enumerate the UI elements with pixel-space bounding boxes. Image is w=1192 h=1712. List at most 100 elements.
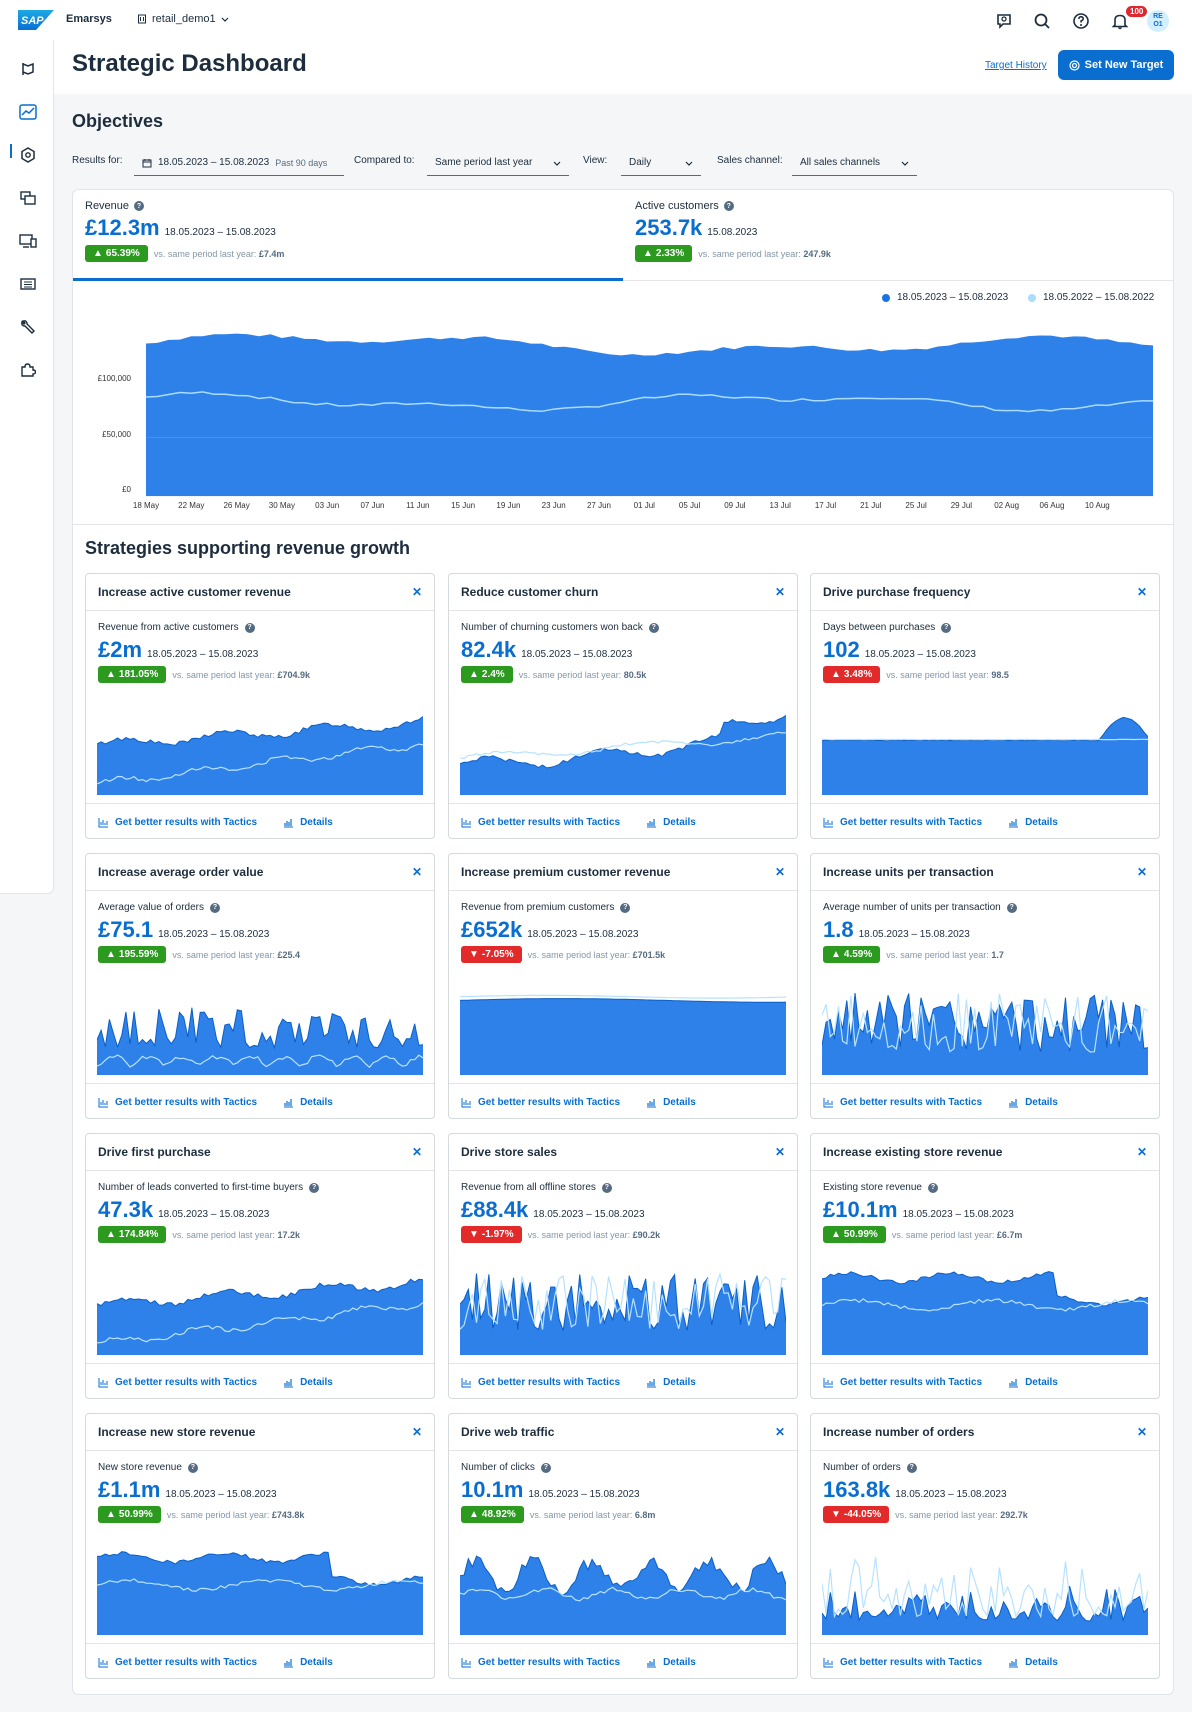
help-icon[interactable]: ?: [941, 622, 952, 633]
strategy-card-header: Increase new store revenue ✕: [86, 1414, 434, 1451]
details-link[interactable]: Details: [646, 1377, 696, 1388]
triangle-down-icon: ▼: [831, 1509, 841, 1520]
details-link[interactable]: Details: [283, 1377, 333, 1388]
details-link[interactable]: Details: [646, 817, 696, 828]
nav-puzzle-icon[interactable]: [17, 359, 39, 381]
nav-settings-gear-icon[interactable]: [17, 144, 39, 166]
details-link[interactable]: Details: [1008, 1377, 1058, 1388]
strategy-card-footer: Get better results with Tactics Details: [86, 1363, 434, 1398]
details-link[interactable]: Details: [646, 1657, 696, 1668]
tenant-selector[interactable]: retail_demo1: [137, 13, 229, 25]
help-icon[interactable]: ?: [1006, 902, 1017, 913]
tactics-link[interactable]: Get better results with Tactics: [823, 1657, 982, 1668]
sap-logo[interactable]: SAP: [18, 10, 54, 30]
x-tick-label: 18 May: [132, 501, 160, 510]
search-icon[interactable]: [1031, 10, 1053, 32]
details-link[interactable]: Details: [283, 1097, 333, 1108]
tactics-link[interactable]: Get better results with Tactics: [98, 817, 257, 828]
kpi-revenue-tab[interactable]: Revenue? £12.3m 18.05.2023 – 15.08.2023 ▲…: [85, 200, 284, 262]
tactics-link[interactable]: Get better results with Tactics: [823, 817, 982, 828]
nav-devices-icon[interactable]: [17, 230, 39, 252]
close-icon[interactable]: ✕: [774, 1425, 785, 1439]
close-icon[interactable]: ✕: [411, 1145, 422, 1159]
tactics-link[interactable]: Get better results with Tactics: [98, 1377, 257, 1388]
compare-label: vs. same period last year:: [529, 1509, 633, 1520]
close-icon[interactable]: ✕: [411, 865, 422, 879]
help-icon[interactable]: ?: [648, 622, 659, 633]
triangle-up-icon: ▲: [831, 1229, 841, 1240]
details-link[interactable]: Details: [1008, 1657, 1058, 1668]
tactics-link[interactable]: Get better results with Tactics: [98, 1097, 257, 1108]
tactics-chart-icon: [98, 1377, 108, 1387]
sales-channel-value: All sales channels: [800, 157, 881, 168]
details-chart-icon: [284, 1658, 294, 1667]
help-icon[interactable]: ?: [309, 1182, 320, 1193]
x-tick-label: 29 Jul: [950, 501, 973, 510]
user-avatar[interactable]: RE O1: [1147, 10, 1169, 32]
nav-list-icon[interactable]: [17, 273, 39, 295]
sparkline-current-area: [460, 715, 786, 795]
set-new-target-button[interactable]: Set New Target: [1058, 50, 1174, 80]
close-icon[interactable]: ✕: [1136, 1425, 1147, 1439]
details-link[interactable]: Details: [646, 1097, 696, 1108]
x-tick-label: 25 Jul: [905, 501, 927, 510]
tactics-link[interactable]: Get better results with Tactics: [823, 1097, 982, 1108]
details-label: Details: [1025, 816, 1058, 828]
sparkline-chart: [822, 716, 1148, 795]
tactics-link[interactable]: Get better results with Tactics: [823, 1377, 982, 1388]
date-range-value: 18.05.2023 – 15.08.2023: [158, 157, 270, 168]
close-icon[interactable]: ✕: [774, 1145, 785, 1159]
nav-wrench-icon[interactable]: [17, 316, 39, 338]
metric-value: 47.3k: [98, 1197, 154, 1222]
details-link[interactable]: Details: [283, 1657, 333, 1668]
close-icon[interactable]: ✕: [774, 585, 785, 599]
kpi-active-customers-tab[interactable]: Active customers? 253.7k 15.08.2023 ▲ 2.33…: [635, 200, 831, 262]
help-icon[interactable]: ?: [134, 201, 145, 211]
details-link[interactable]: Details: [283, 817, 333, 828]
sparkline-current-line: [822, 1586, 1148, 1622]
sparkline-chart: [822, 993, 1148, 1075]
tactics-link[interactable]: Get better results with Tactics: [461, 1657, 620, 1668]
close-icon[interactable]: ✕: [1136, 865, 1147, 879]
nav-messages-icon[interactable]: [17, 187, 39, 209]
x-tick-label: 30 May: [268, 501, 295, 510]
close-icon[interactable]: ✕: [1136, 585, 1147, 599]
close-icon[interactable]: ✕: [411, 585, 422, 599]
notification-count-badge: 100: [1126, 6, 1148, 17]
details-link[interactable]: Details: [1008, 1097, 1058, 1108]
help-icon[interactable]: ?: [244, 622, 255, 633]
tenant-name: retail_demo1: [152, 13, 216, 25]
help-icon[interactable]: ?: [540, 1462, 551, 1473]
sparkline-current-line: [460, 998, 786, 1003]
close-icon[interactable]: ✕: [774, 865, 785, 879]
help-icon[interactable]: ?: [601, 1182, 612, 1193]
help-icon[interactable]: [1070, 10, 1092, 32]
nav-analytics-icon[interactable]: [17, 101, 39, 123]
tactics-link[interactable]: Get better results with Tactics: [98, 1657, 257, 1668]
tactics-link[interactable]: Get better results with Tactics: [461, 1097, 620, 1108]
details-link[interactable]: Details: [1008, 817, 1058, 828]
details-chart-icon: [284, 1378, 294, 1387]
tactics-link[interactable]: Get better results with Tactics: [461, 1377, 620, 1388]
notifications-bell-icon[interactable]: [1109, 10, 1131, 32]
help-icon[interactable]: ?: [723, 201, 734, 211]
date-range-picker[interactable]: 18.05.2023 – 15.08.2023 Past 90 days: [134, 150, 344, 176]
view-select[interactable]: Daily: [621, 150, 701, 176]
change-value: 195.59%: [118, 949, 159, 960]
tactics-link[interactable]: Get better results with Tactics: [461, 817, 620, 828]
sales-channel-select[interactable]: All sales channels: [792, 150, 917, 176]
chevron-down-icon: [901, 161, 909, 166]
nav-map-icon[interactable]: [17, 58, 39, 80]
help-icon[interactable]: ?: [927, 1182, 938, 1193]
close-icon[interactable]: ✕: [411, 1425, 422, 1439]
help-icon[interactable]: ?: [210, 902, 220, 913]
strategy-card-footer: Get better results with Tactics Details: [449, 803, 797, 838]
help-icon[interactable]: ?: [620, 902, 631, 913]
target-history-link[interactable]: Target History: [985, 60, 1047, 71]
help-icon[interactable]: ?: [906, 1462, 917, 1473]
help-icon[interactable]: ?: [187, 1462, 198, 1473]
close-icon[interactable]: ✕: [1136, 1145, 1147, 1159]
compared-to-select[interactable]: Same period last year: [427, 150, 569, 176]
date-range-hint: Past 90 days: [275, 157, 328, 168]
assistant-icon[interactable]: [993, 10, 1015, 32]
